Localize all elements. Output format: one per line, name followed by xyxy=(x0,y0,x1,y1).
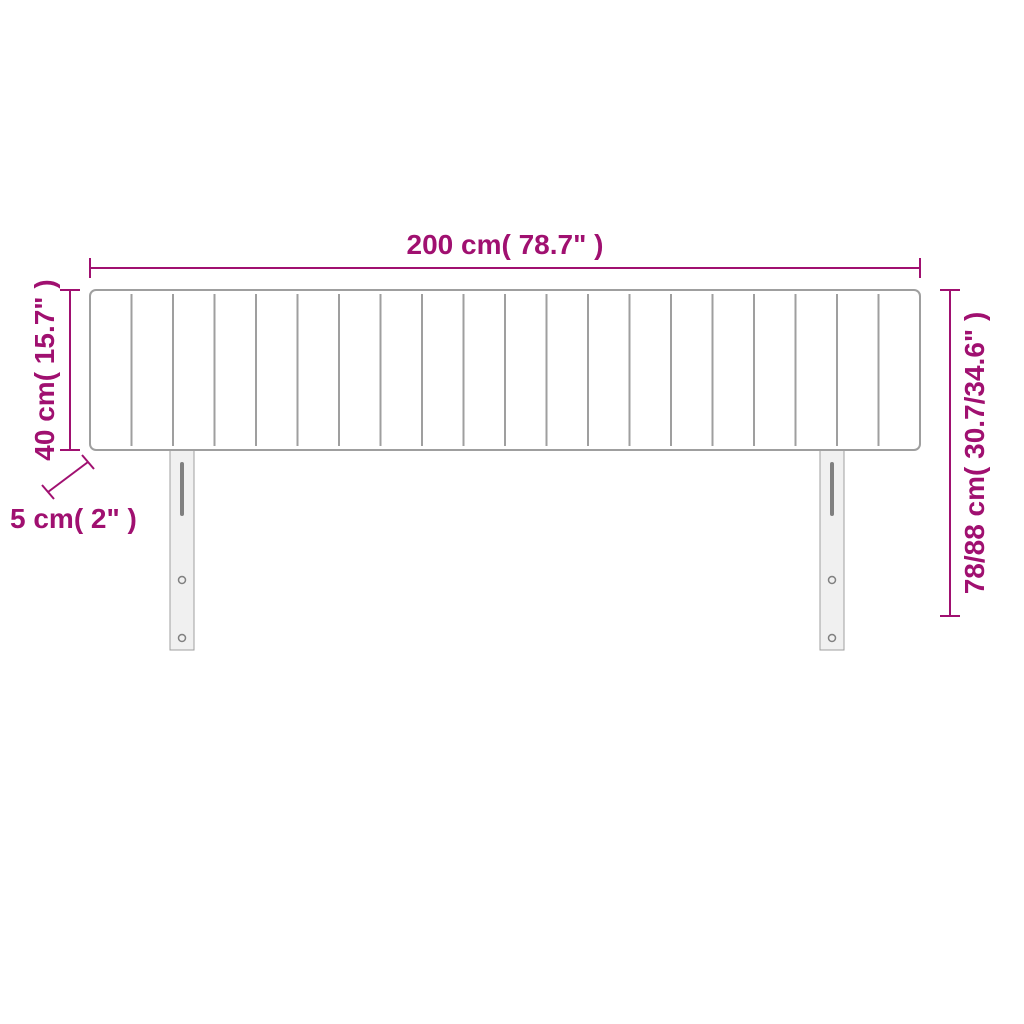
dim-panel-height-label: 40 cm( 15.7" ) xyxy=(29,279,60,460)
dim-total-height-label: 78/88 cm( 30.7/34.6" ) xyxy=(959,312,990,595)
dim-width-label: 200 cm( 78.7" ) xyxy=(407,229,604,260)
dim-depth-label: 5 cm( 2" ) xyxy=(10,503,137,534)
